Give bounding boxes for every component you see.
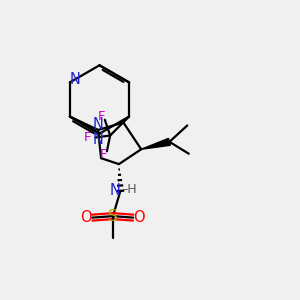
Text: S: S [108,208,118,224]
Polygon shape [141,138,170,149]
Text: –H: –H [122,183,137,196]
Text: N: N [110,183,121,198]
Text: O: O [133,210,145,225]
Text: N: N [92,131,104,146]
Text: F: F [100,148,108,161]
Text: F: F [84,131,92,144]
Text: O: O [80,210,92,225]
Text: F: F [98,110,106,123]
Text: N: N [70,72,81,87]
Text: N: N [93,117,104,132]
